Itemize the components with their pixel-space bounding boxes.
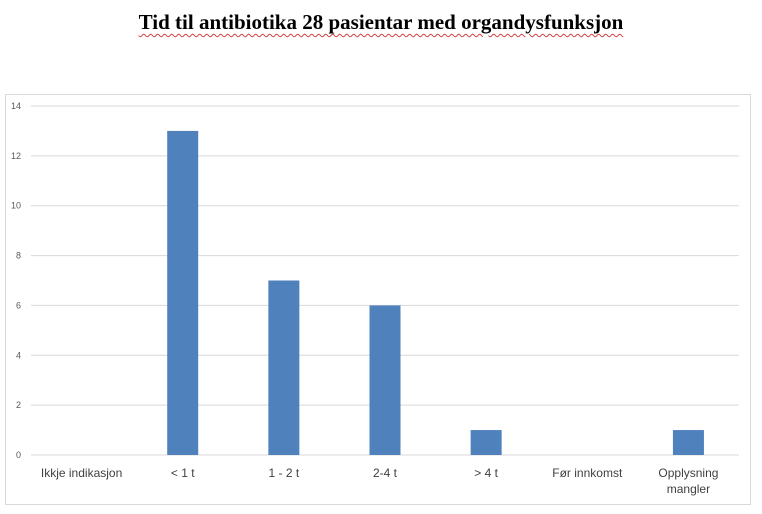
x-tick-label: > 4 t <box>474 466 498 480</box>
y-tick-label: 14 <box>11 101 21 111</box>
x-tick-label: Ikkje indikasjon <box>41 466 122 480</box>
bar <box>672 430 704 455</box>
x-tick-label: mangler <box>667 482 710 496</box>
x-tick-label: Opplysning <box>658 466 718 480</box>
y-tick-label: 10 <box>11 201 21 211</box>
y-tick-label: 12 <box>11 151 21 161</box>
y-tick-label: 8 <box>16 251 21 261</box>
bar <box>369 305 401 455</box>
y-tick-label: 4 <box>16 350 21 360</box>
bar <box>268 280 300 455</box>
chart-title: Tid til antibiotika 28 pasientar med org… <box>138 10 624 34</box>
y-tick-label: 2 <box>16 400 21 410</box>
y-tick-label: 0 <box>16 450 21 460</box>
y-tick-label: 6 <box>16 300 21 310</box>
x-tick-label: 1 - 2 t <box>269 466 300 480</box>
bar <box>167 130 199 455</box>
x-tick-label: Før innkomst <box>552 466 623 480</box>
x-tick-label: 2-4 t <box>373 466 398 480</box>
bar <box>470 430 502 455</box>
x-tick-label: < 1 t <box>171 466 195 480</box>
